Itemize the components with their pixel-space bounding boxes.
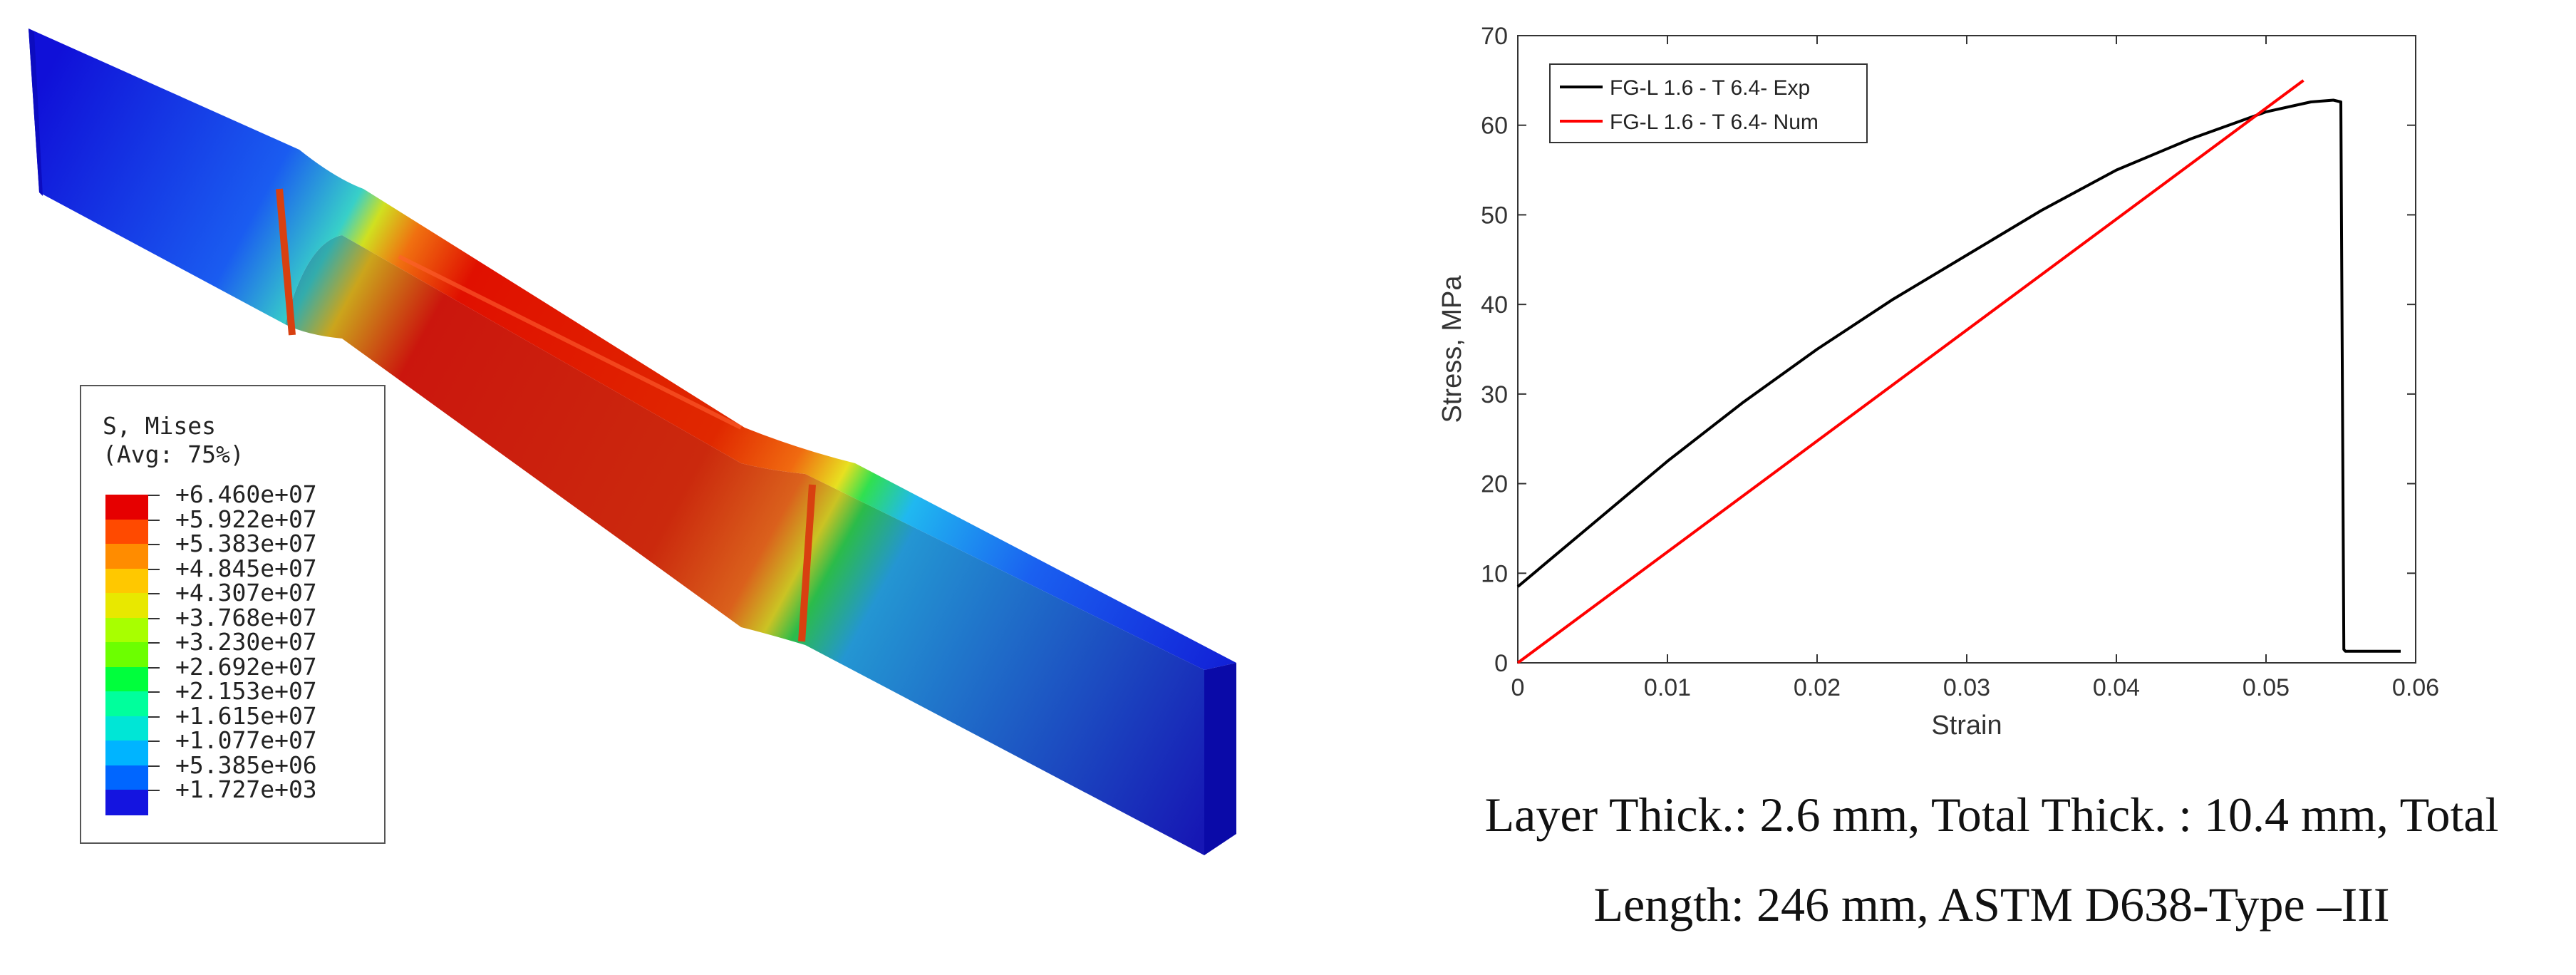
legend-swatch: [105, 519, 148, 545]
interface-line-right: [798, 484, 816, 642]
legend-tick: [148, 495, 160, 496]
specimen-left-end-face: [29, 29, 43, 196]
legend-swatch: [105, 716, 148, 741]
legend-swatch: [105, 765, 148, 790]
figure-caption: Layer Thick.: 2.6 mm, Total Thick. : 10.…: [1407, 788, 2576, 967]
caption-line-2: Length: 246 mm, ASTM D638-Type –III: [1593, 877, 2390, 932]
legend-level-label: +2.692e+07: [175, 652, 317, 681]
y-axis-label: Stress, MPa: [1437, 275, 1467, 423]
legend-tick: [148, 568, 160, 570]
legend-swatch: [105, 568, 148, 594]
legend-level-label: +4.307e+07: [175, 579, 317, 607]
legend-level-label: +6.460e+07: [175, 480, 317, 508]
x-tick-label: 0.04: [2093, 674, 2140, 701]
specimen-end-face: [1204, 663, 1236, 855]
legend-entry-label: FG-L 1.6 - T 6.4- Num: [1610, 110, 1819, 134]
legend-tick: [148, 716, 160, 718]
legend-level-label: +3.230e+07: [175, 628, 317, 656]
legend-entry-label: FG-L 1.6 - T 6.4- Exp: [1610, 76, 1810, 100]
legend-swatch: [105, 790, 148, 815]
y-tick-label: 20: [1481, 471, 1508, 498]
x-tick-label: 0.03: [1943, 674, 1990, 701]
legend-level-label: +5.383e+07: [175, 530, 317, 557]
x-tick-label: 0.02: [1794, 674, 1841, 701]
legend-tick: [148, 593, 160, 594]
legend-level-label: +1.615e+07: [175, 701, 317, 730]
series-line-num: [1516, 79, 2305, 664]
mid-layer-line: [398, 254, 743, 430]
legend-swatch: [105, 617, 148, 643]
legend-tick: [148, 790, 160, 791]
legend-swatch: [105, 495, 148, 520]
caption-line-1: Layer Thick.: 2.6 mm, Total Thick. : 10.…: [1484, 788, 2499, 842]
y-tick-label: 50: [1481, 202, 1508, 229]
interface-line-left: [276, 188, 296, 336]
y-tick-label: 70: [1481, 23, 1508, 50]
legend-tick: [148, 666, 160, 669]
legend-tick: [148, 617, 160, 619]
specimen-side-face: [39, 192, 1204, 855]
legend-level-label: +5.922e+07: [175, 505, 317, 533]
legend-swatch: [105, 691, 148, 717]
chart-legend-box: [1549, 63, 1868, 143]
legend-level-label: +1.077e+07: [175, 726, 317, 754]
x-axis-label: Strain: [1931, 711, 2002, 741]
legend-tick: [148, 741, 160, 742]
legend-level-label: +1.727e+03: [175, 775, 317, 803]
contour-legend-title: S, Mises (Avg: 75%): [103, 412, 244, 469]
legend-level-label: +3.768e+07: [175, 603, 317, 631]
x-tick-label: 0.06: [2392, 674, 2439, 701]
legend-tick: [148, 765, 160, 767]
stress-strain-chart: 0 0.01 0.02 0.03 0.04 0.05 0.06 0 10 20 30 40 50 60 70…: [1437, 23, 2439, 741]
fea-stress-contour-plot: [29, 29, 1236, 855]
legend-tick: [148, 519, 160, 521]
legend-level-label: +4.845e+07: [175, 554, 317, 582]
legend-swatch: [105, 544, 148, 569]
legend-tick: [148, 544, 160, 545]
contour-legend: S, Mises (Avg: 75%) +6.460e+07 +5.922e+07…: [80, 385, 386, 844]
legend-swatch: [105, 666, 148, 692]
x-tick-label: 0: [1511, 674, 1525, 701]
specimen-top-face: [29, 29, 1236, 670]
legend-title-line2: (Avg: 75%): [103, 440, 244, 468]
legend-swatch: [105, 642, 148, 668]
legend-title-line1: S, Mises: [103, 412, 216, 440]
series-line-exp: [1516, 98, 2401, 653]
legend-tick: [148, 691, 160, 693]
x-tick-label: 0.05: [2243, 674, 2290, 701]
legend-swatch: [105, 593, 148, 619]
y-tick-label: 0: [1494, 650, 1508, 677]
x-tick-label: 0.01: [1644, 674, 1691, 701]
legend-level-label: +2.153e+07: [175, 677, 317, 705]
y-tick-label: 30: [1481, 381, 1508, 408]
contour-color-bar: +6.460e+07 +5.922e+07 +5.383e+07 +4.845e+07…: [105, 482, 317, 815]
y-tick-label: 40: [1481, 292, 1508, 319]
legend-swatch: [105, 741, 148, 766]
legend-tick: [148, 642, 160, 644]
y-tick-label: 10: [1481, 560, 1508, 587]
y-tick-label: 60: [1481, 113, 1508, 140]
legend-level-label: +5.385e+06: [175, 750, 317, 779]
